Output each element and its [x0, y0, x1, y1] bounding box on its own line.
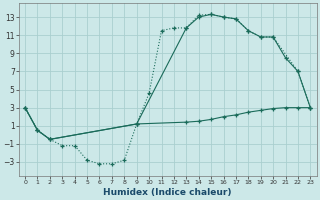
- X-axis label: Humidex (Indice chaleur): Humidex (Indice chaleur): [103, 188, 232, 197]
